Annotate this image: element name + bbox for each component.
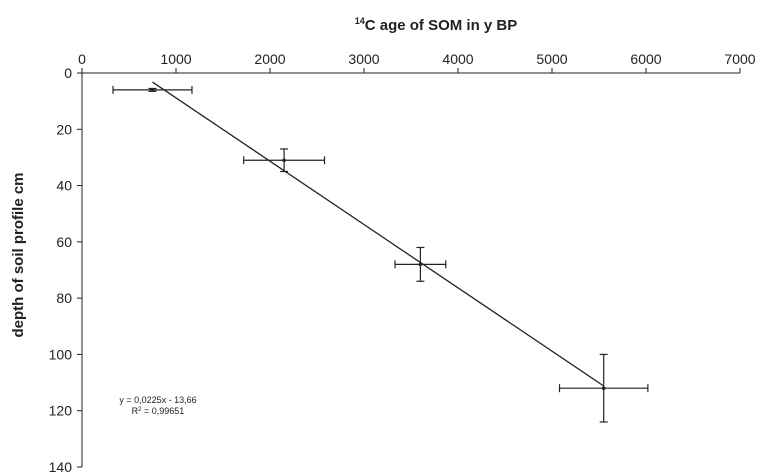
x-axis-title: 14C age of SOM in y BP (355, 16, 518, 34)
x-axis-title-main: C age of SOM in y BP (365, 17, 518, 34)
x-tick-label: 0 (78, 51, 86, 67)
y-tick-label: 140 (49, 459, 73, 475)
axes: 0 1000 2000 3000 4000 5000 6000 7000 0 20 40 60 80 10… (49, 51, 756, 475)
y-tick-label: 60 (56, 234, 72, 250)
y-tick-label: 20 (56, 121, 72, 137)
x-tick-label: 5000 (536, 51, 567, 67)
r-squared-prefix: R (132, 406, 139, 416)
r-squared-label: R2 = 0,99651 (132, 406, 185, 416)
y-tick-label: 100 (49, 346, 73, 362)
x-tick-label: 7000 (724, 51, 755, 67)
x-tick-label: 1000 (160, 51, 191, 67)
y-tick-label: 120 (49, 403, 73, 419)
x-tick-label: 6000 (630, 51, 661, 67)
x-axis-title-superscript: 14 (355, 16, 365, 26)
r-squared-superscript: 2 (138, 407, 142, 413)
x-tick-label: 3000 (348, 51, 379, 67)
r-squared-value: = 0,99651 (142, 406, 185, 416)
data-point (418, 262, 423, 267)
trendline (152, 81, 605, 387)
y-tick-label: 0 (64, 65, 72, 81)
data-point (601, 386, 606, 391)
x-tick-label: 4000 (442, 51, 473, 67)
y-tick-label: 80 (56, 290, 72, 306)
data-point (282, 158, 286, 163)
regression-equation: y = 0,0225x - 13,66 (119, 395, 196, 405)
data-series (112, 81, 649, 423)
x-tick-label: 2000 (254, 51, 285, 67)
y-tick-label: 40 (56, 178, 72, 194)
data-point (150, 88, 155, 92)
y-axis-title: depth of soil profile cm (10, 172, 27, 337)
